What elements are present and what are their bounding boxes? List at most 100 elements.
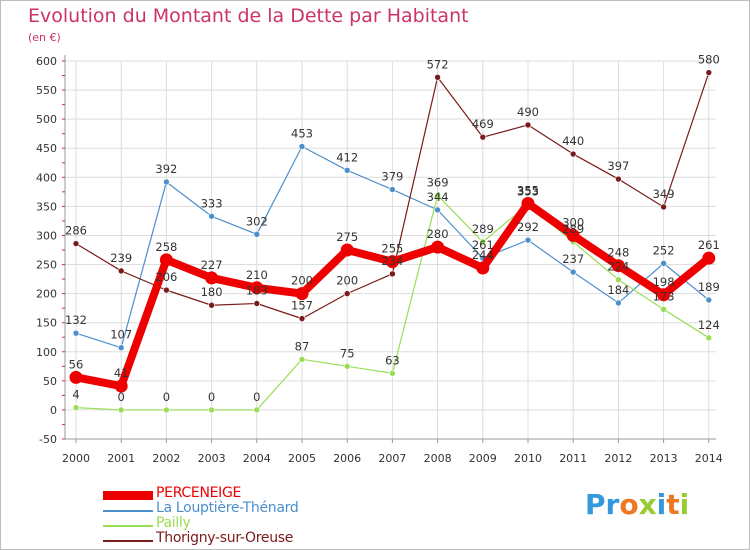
data-label: 369	[427, 175, 449, 189]
data-label: 353	[517, 185, 539, 199]
data-point	[163, 406, 170, 414]
x-tick-label: 2009	[469, 452, 497, 465]
data-label: 412	[336, 150, 358, 164]
data-point	[114, 379, 128, 393]
data-point	[163, 178, 170, 186]
data-label: 189	[698, 280, 720, 294]
data-point	[524, 121, 532, 129]
data-label: 124	[698, 318, 720, 332]
data-label: 198	[653, 275, 675, 289]
y-tick-label: 450	[36, 142, 57, 155]
data-point	[340, 243, 354, 257]
y-tick-label: 350	[36, 200, 57, 213]
data-label: 227	[201, 258, 223, 272]
data-point	[702, 251, 716, 265]
logo-letter: o	[619, 488, 639, 521]
data-point	[72, 240, 80, 247]
data-point	[208, 406, 215, 414]
data-label: 453	[291, 126, 313, 140]
data-point	[343, 363, 351, 370]
data-label: 392	[155, 162, 177, 176]
data-label: 200	[336, 274, 358, 288]
data-label: 275	[336, 230, 358, 244]
data-label: 580	[698, 53, 720, 67]
y-tick-label: 200	[36, 288, 57, 301]
data-label: 344	[427, 190, 449, 204]
data-label: 261	[472, 238, 494, 252]
y-tick-label: 50	[43, 375, 57, 388]
data-point	[660, 203, 667, 211]
data-label: 440	[562, 134, 584, 148]
x-tick-label: 2014	[695, 452, 723, 465]
data-point	[434, 73, 441, 81]
data-point	[208, 301, 215, 309]
x-tick-label: 2004	[243, 452, 271, 465]
x-tick-label: 2012	[604, 452, 632, 465]
data-label: 157	[291, 299, 313, 313]
series-3	[72, 69, 713, 322]
data-label: 234	[381, 254, 403, 268]
y-tick-label: 0	[50, 404, 57, 417]
data-label: 173	[653, 289, 675, 303]
y-tick-label: 550	[36, 84, 57, 97]
data-point	[615, 299, 622, 307]
data-label: 261	[698, 238, 720, 252]
data-point	[69, 370, 83, 384]
data-label: 289	[472, 222, 494, 236]
y-tick-label: -50	[39, 433, 57, 446]
data-point	[208, 212, 215, 220]
data-point	[524, 236, 532, 244]
data-label: 280	[427, 227, 449, 241]
data-point	[298, 356, 306, 363]
data-label: 300	[562, 215, 584, 229]
y-tick-label: 500	[36, 113, 57, 126]
series-1	[72, 143, 713, 351]
data-label: 237	[562, 252, 584, 266]
data-label: 41	[114, 366, 129, 380]
x-tick-label: 2011	[559, 452, 587, 465]
data-label: 490	[517, 105, 539, 119]
data-label: 572	[427, 57, 449, 71]
data-point	[253, 230, 261, 238]
data-point	[117, 267, 125, 275]
data-label: 292	[517, 220, 539, 234]
y-tick-label: 150	[36, 317, 57, 330]
data-label: 469	[472, 117, 494, 131]
data-point	[253, 406, 261, 414]
data-point	[705, 69, 713, 76]
data-point	[479, 133, 487, 141]
data-label: 107	[110, 328, 132, 342]
data-point	[298, 143, 306, 150]
data-point	[569, 268, 577, 276]
data-point	[431, 240, 445, 254]
data-point	[479, 238, 487, 246]
logo-letter: i	[656, 488, 667, 521]
data-label: 0	[253, 390, 260, 404]
data-label: 355	[517, 183, 539, 197]
x-tick-label: 2000	[62, 452, 90, 465]
data-label: 210	[246, 268, 268, 282]
data-point	[615, 175, 622, 183]
data-label: 4	[72, 388, 79, 402]
logo-letter: x	[638, 488, 657, 521]
data-point	[705, 334, 713, 342]
data-point	[343, 290, 351, 297]
data-point	[569, 150, 577, 158]
data-label: 183	[246, 284, 268, 298]
logo-letter: r	[605, 488, 620, 521]
data-point	[117, 344, 125, 351]
x-tick-label: 2005	[288, 452, 316, 465]
x-tick-label: 2006	[333, 452, 361, 465]
data-point	[389, 186, 396, 193]
x-tick-label: 2008	[424, 452, 452, 465]
chart-title: Evolution du Montant de la Dette par Hab…	[28, 5, 469, 27]
legend-label: La Louptière-Thénard	[156, 500, 299, 516]
data-point	[611, 259, 625, 273]
y-tick-label: 600	[36, 55, 57, 68]
data-label: 248	[607, 246, 629, 260]
data-label: 0	[208, 390, 215, 404]
logo-letter: i	[679, 488, 690, 521]
data-point	[566, 228, 580, 242]
